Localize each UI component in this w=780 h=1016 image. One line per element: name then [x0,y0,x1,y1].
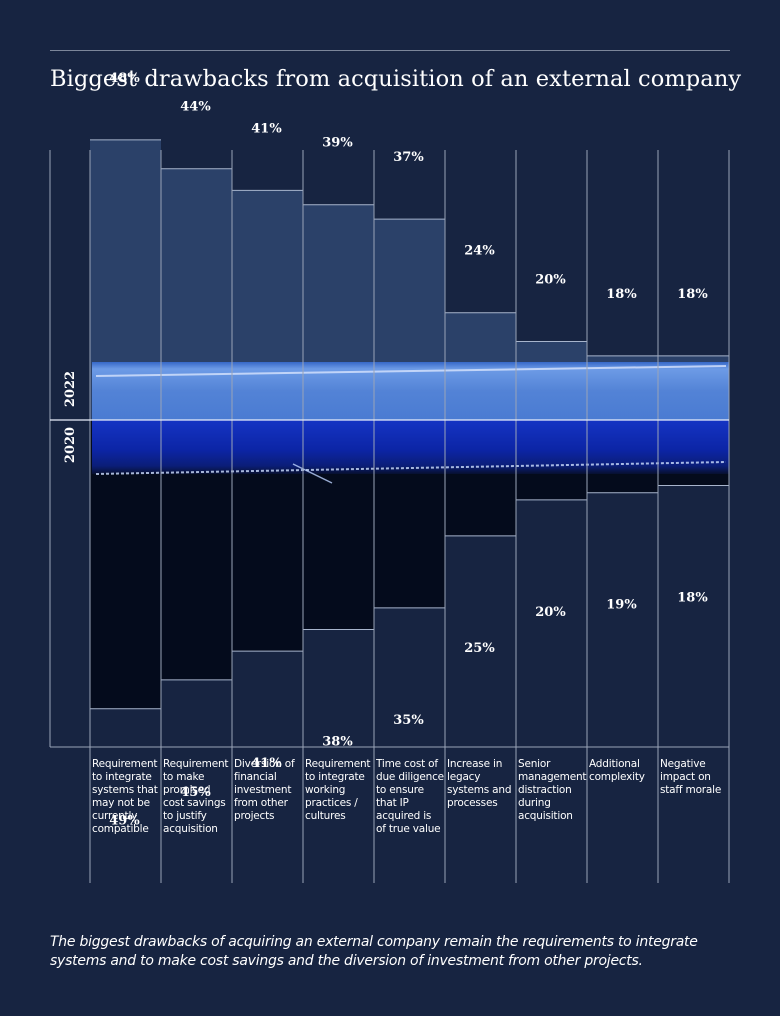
category-label-6: Increase in legacy systems and processes [447,758,512,809]
value-2022-3: 41% [251,121,282,136]
bar-2022-7 [516,341,587,420]
value-2020-8: 19% [606,598,637,613]
bar-2020-3 [232,420,303,652]
top-rule [50,50,730,51]
bar-2022-8 [587,355,658,420]
value-2022-2: 44% [180,100,211,115]
bar-2022-4 [303,204,374,420]
category-label-8: Additional complexity [589,758,645,783]
category-label-7: Senior management distraction during acq… [518,758,587,822]
category-label-4: Requirement to integrate working practic… [305,758,371,822]
chart-caption: The biggest drawbacks of acquiring an ex… [50,934,698,969]
value-2022-9: 18% [677,287,708,302]
category-label-2: Requirement to make promised cost saving… [163,758,229,835]
band-2022 [92,362,729,420]
series-label-2020: 2020 [63,427,78,463]
chart-title: Biggest drawbacks from acquisition of an… [50,66,742,92]
value-2022-6: 24% [464,244,495,259]
band-2020-highlight [95,461,727,475]
bar-2022-3 [232,190,303,420]
category-label-5: Time cost of due diligence to ensure tha… [376,758,444,835]
bar-2020-6 [445,420,516,536]
band-streak [292,463,333,484]
bar-2022-5 [374,219,445,420]
bar-2020-1 [90,420,161,709]
bar-2020-2 [161,420,232,680]
band-2022-highlight [95,365,727,377]
category-label-1: Requirement to integrate systems that ma… [92,758,158,835]
bar-2022-9 [658,355,729,420]
value-2022-7: 20% [535,273,566,288]
bar-2020-5 [374,420,445,608]
band-2020 [92,420,729,474]
value-2020-6: 25% [464,641,495,656]
bar-2022-1 [90,139,161,421]
category-label-9: Negative impact on staff morale [660,758,722,796]
value-2022-8: 18% [606,287,637,302]
bar-2020-4 [303,420,374,630]
value-2022-5: 37% [393,150,424,165]
bar-2022-6 [445,312,516,420]
bar-2020-9 [658,420,729,486]
series-label-2022: 2022 [63,371,78,407]
category-label-3: Diversion of financial investment from o… [234,758,295,822]
value-2022-4: 39% [322,136,353,151]
bar-2020-7 [516,420,587,500]
value-2020-4: 38% [322,735,353,750]
value-2020-9: 18% [677,591,708,606]
bar-2020-8 [587,420,658,493]
bar-2022-2 [161,168,232,420]
value-2020-7: 20% [535,605,566,620]
value-2020-5: 35% [393,713,424,728]
